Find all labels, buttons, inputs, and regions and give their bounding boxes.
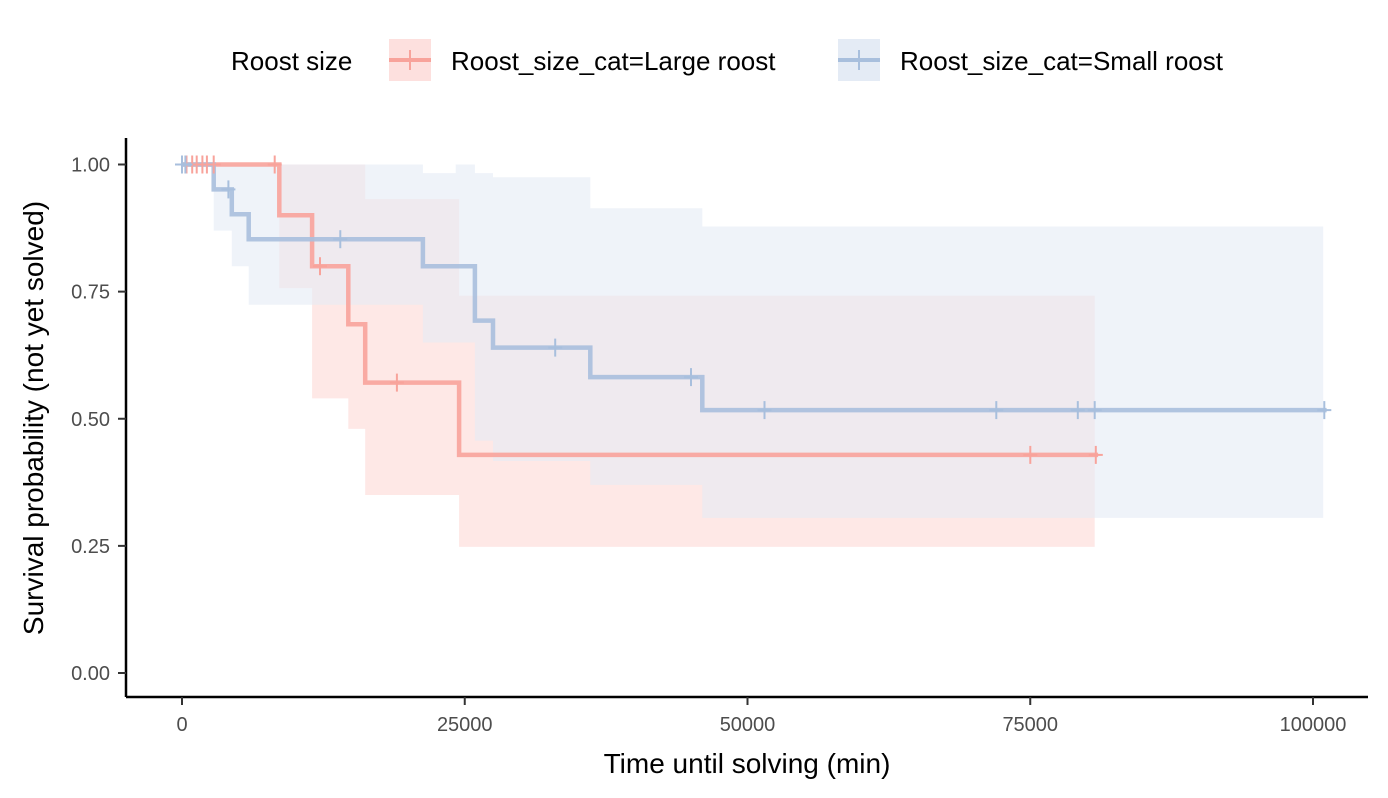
y-tick-label: 0.00: [71, 663, 110, 685]
y-tick-label: 0.50: [71, 409, 110, 431]
x-tick-label: 0: [176, 714, 187, 736]
legend-large-label: Roost_size_cat=Large roost: [451, 46, 776, 76]
x-axis-ticks: 0 25000 50000 75000 100000: [176, 697, 1346, 736]
y-axis-title: Survival probability (not yet solved): [18, 201, 49, 635]
y-axis-ticks: 0.00 0.25 0.50 0.75 1.00: [71, 155, 126, 685]
legend-small-label: Roost_size_cat=Small roost: [900, 46, 1224, 76]
y-tick-label: 1.00: [71, 155, 110, 177]
x-tick-label: 25000: [437, 714, 493, 736]
confidence-bands: [182, 164, 1324, 547]
x-tick-label: 100000: [1280, 714, 1347, 736]
censor-marks: [175, 155, 1332, 464]
ci-band-small: [182, 164, 1324, 518]
legend-title: Roost size: [231, 46, 352, 76]
y-tick-label: 0.25: [71, 536, 110, 558]
x-tick-label: 75000: [1002, 714, 1058, 736]
x-tick-label: 50000: [720, 714, 776, 736]
y-tick-label: 0.75: [71, 282, 110, 304]
x-axis-title: Time until solving (min): [604, 748, 891, 779]
survival-curve-large: [182, 162, 1099, 458]
legend: Roost size Roost_size_cat=Large roost Ro…: [231, 39, 1224, 81]
